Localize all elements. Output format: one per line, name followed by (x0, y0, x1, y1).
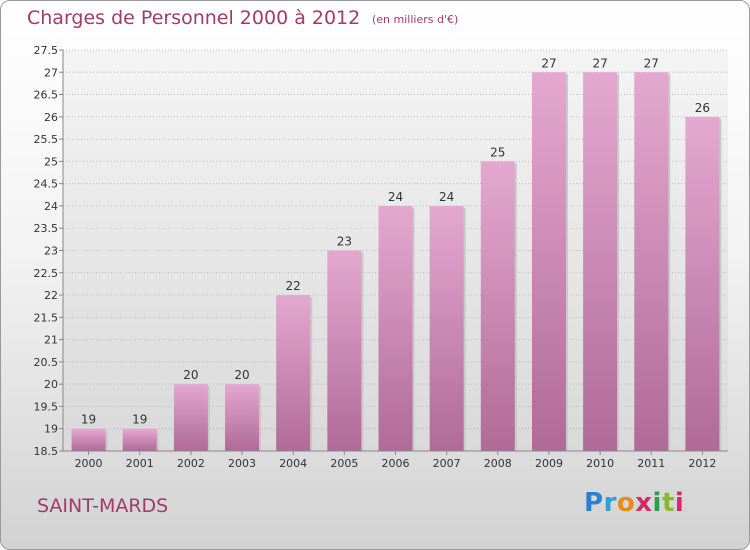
x-tick-label: 2011 (637, 457, 665, 470)
x-tick-label: 2001 (126, 457, 154, 470)
x-tick-label: 2002 (177, 457, 205, 470)
bar-value-labels: 19 19 20 20 22 23 24 24 25 27 27 27 26 (81, 56, 710, 426)
bar-value-label: 19 (132, 413, 147, 427)
x-tick-label: 2005 (330, 457, 358, 470)
chart-title: Charges de Personnel 2000 à 2012 (27, 7, 361, 29)
bar (634, 72, 669, 452)
bar (173, 384, 208, 451)
y-tick-label: 24.5 (34, 178, 59, 191)
bar (378, 205, 413, 451)
bar-value-label: 22 (286, 279, 301, 293)
x-axis-ticks: 2000 2001 2002 2003 2004 2005 2006 2007 2008 2009… (75, 451, 716, 470)
y-tick-label: 27.5 (34, 44, 59, 57)
bar-value-label: 27 (592, 56, 607, 70)
bar-value-label: 26 (695, 101, 710, 115)
bars (71, 72, 722, 452)
y-tick-label: 25.5 (34, 133, 59, 146)
y-tick-label: 25 (44, 155, 58, 168)
y-tick-label: 23 (44, 245, 58, 258)
y-tick-label: 20.5 (34, 356, 59, 369)
bar (429, 205, 464, 451)
x-tick-label: 2008 (484, 457, 512, 470)
bar (327, 250, 362, 451)
x-tick-label: 2004 (279, 457, 307, 470)
bar-value-label: 27 (644, 56, 659, 70)
y-tick-label: 18.5 (34, 445, 59, 458)
bar-value-label: 23 (337, 235, 352, 249)
x-tick-label: 2000 (75, 457, 103, 470)
place-name: SAINT-MARDS (37, 495, 169, 517)
y-axis-ticks: 18.5 19 19.5 20 20.5 21 21.5 22 22.5 23 23.5 24 24.5… (34, 44, 63, 458)
y-tick-label: 21 (44, 334, 58, 347)
y-tick-label: 22.5 (34, 267, 59, 280)
bar-value-label: 27 (541, 56, 556, 70)
bar-value-label: 25 (490, 145, 505, 159)
bar (276, 295, 311, 451)
y-tick-label: 27 (44, 66, 58, 79)
bar (531, 72, 566, 452)
bar-value-label: 24 (388, 190, 403, 204)
x-tick-label: 2012 (688, 457, 716, 470)
x-tick-label: 2003 (228, 457, 256, 470)
x-tick-label: 2010 (586, 457, 614, 470)
bar (685, 116, 720, 451)
y-tick-label: 26.5 (34, 89, 59, 102)
y-tick-label: 19 (44, 423, 58, 436)
bar-value-label: 19 (81, 413, 96, 427)
bar-value-label: 20 (183, 368, 198, 382)
x-tick-label: 2006 (382, 457, 410, 470)
bar-value-label: 24 (439, 190, 454, 204)
y-tick-label: 26 (44, 111, 58, 124)
y-tick-label: 24 (44, 200, 58, 213)
chart-subtitle: (en milliers d'€) (372, 13, 459, 26)
bar (583, 72, 618, 452)
y-tick-label: 20 (44, 378, 58, 391)
y-tick-label: 21.5 (34, 311, 59, 324)
bar (122, 428, 157, 451)
bar-value-label: 20 (234, 368, 249, 382)
bar (480, 161, 515, 451)
y-tick-label: 22 (44, 289, 58, 302)
bar (225, 384, 260, 451)
x-tick-label: 2007 (433, 457, 461, 470)
bar (71, 428, 106, 451)
proxiti-logo: Proxiti (584, 488, 685, 518)
y-tick-label: 19.5 (34, 400, 59, 413)
y-tick-label: 23.5 (34, 222, 59, 235)
x-tick-label: 2009 (535, 457, 563, 470)
